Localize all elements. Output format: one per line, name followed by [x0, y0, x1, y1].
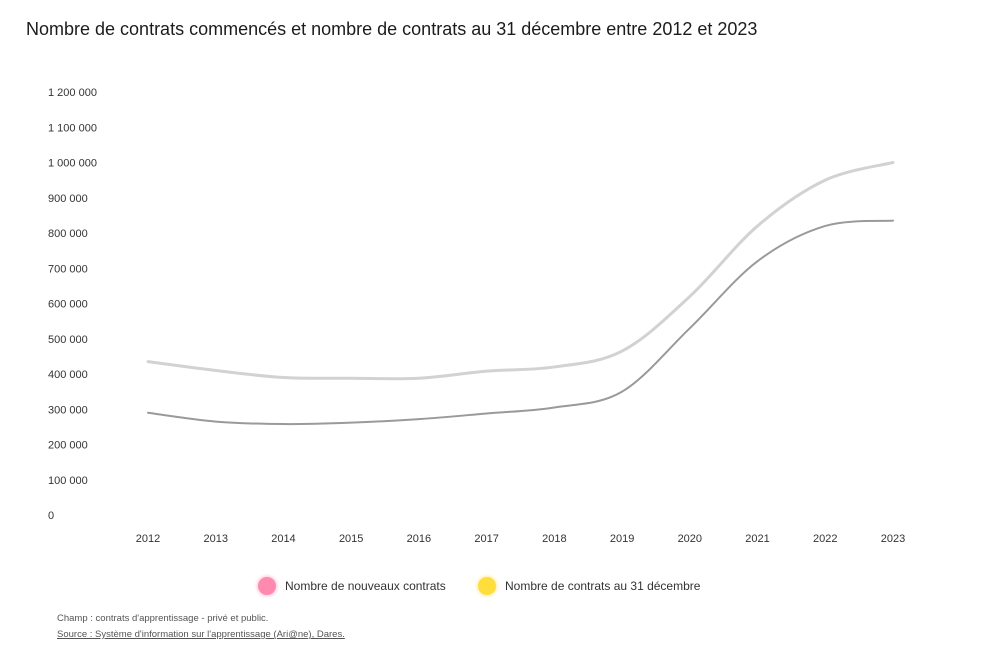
data-point[interactable] [820, 175, 830, 185]
y-tick-label: 1 000 000 [48, 158, 97, 170]
data-point[interactable] [888, 216, 898, 226]
y-tick-label: 700 000 [48, 263, 88, 275]
data-point[interactable] [143, 408, 153, 418]
data-point[interactable] [549, 362, 559, 372]
data-point[interactable] [346, 373, 356, 383]
x-axis: 2012 2013 2014 2015 2016 2017 2018 2019 2020 2021… [136, 533, 905, 545]
y-tick-label: 200 000 [48, 440, 88, 452]
y-tick-label: 400 000 [48, 369, 88, 381]
data-point[interactable] [143, 357, 153, 367]
legend-item-new-contracts[interactable]: Nombre de nouveaux contrats [258, 577, 446, 595]
y-tick-label: 1 100 000 [48, 122, 97, 134]
data-point[interactable] [549, 402, 559, 412]
data-point[interactable] [617, 346, 627, 356]
data-point[interactable] [346, 418, 356, 428]
note-source[interactable]: Source : Système d'information sur l'app… [57, 629, 345, 640]
data-point[interactable] [820, 221, 830, 231]
x-tick-label: 2014 [271, 533, 295, 545]
line-chart: 0 100 000 200 000 300 000 400 000 500 000 600 … [48, 87, 905, 545]
data-point[interactable] [211, 417, 221, 427]
x-tick-label: 2021 [745, 533, 769, 545]
x-tick-label: 2017 [474, 533, 498, 545]
legend-swatch-new-contracts [258, 577, 276, 595]
data-point[interactable] [414, 373, 424, 383]
x-tick-label: 2023 [881, 533, 905, 545]
x-tick-label: 2013 [203, 533, 227, 545]
x-tick-label: 2016 [407, 533, 431, 545]
data-point[interactable] [278, 419, 288, 429]
series-line-contracts-dec31[interactable] [146, 161, 895, 381]
series-line-new-contracts[interactable] [147, 219, 894, 426]
x-tick-label: 2019 [610, 533, 634, 545]
data-point[interactable] [278, 373, 288, 383]
legend: Nombre de nouveaux contrats Nombre de co… [0, 577, 983, 601]
chart-notes: Champ : contrats d'apprentissage - privé… [57, 611, 345, 643]
data-point[interactable] [617, 387, 627, 397]
series-group [143, 158, 898, 429]
data-point[interactable] [685, 323, 695, 333]
data-point[interactable] [753, 221, 763, 231]
data-point[interactable] [211, 365, 221, 375]
legend-label-new-contracts: Nombre de nouveaux contrats [285, 579, 446, 593]
x-tick-label: 2020 [678, 533, 702, 545]
x-tick-label: 2012 [136, 533, 160, 545]
y-tick-label: 100 000 [48, 475, 88, 487]
y-tick-label: 0 [48, 510, 54, 522]
data-point[interactable] [482, 366, 492, 376]
data-point[interactable] [685, 291, 695, 301]
data-point[interactable] [414, 414, 424, 424]
legend-swatch-contracts-dec31 [478, 577, 496, 595]
y-axis: 0 100 000 200 000 300 000 400 000 500 000 600 … [48, 87, 97, 522]
y-tick-label: 600 000 [48, 299, 88, 311]
data-point[interactable] [482, 408, 492, 418]
legend-item-contracts-dec31[interactable]: Nombre de contrats au 31 décembre [478, 577, 700, 595]
note-champ: Champ : contrats d'apprentissage - privé… [57, 613, 269, 624]
data-point[interactable] [753, 256, 763, 266]
x-tick-label: 2015 [339, 533, 363, 545]
legend-label-contracts-dec31: Nombre de contrats au 31 décembre [505, 579, 701, 593]
data-point[interactable] [888, 158, 898, 168]
y-tick-label: 900 000 [48, 193, 88, 205]
y-tick-label: 300 000 [48, 404, 88, 416]
y-tick-label: 800 000 [48, 228, 88, 240]
x-tick-label: 2022 [813, 533, 837, 545]
x-tick-label: 2018 [542, 533, 566, 545]
chart-title: Nombre de contrats commencés et nombre d… [26, 19, 758, 39]
y-tick-label: 500 000 [48, 334, 88, 346]
y-tick-label: 1 200 000 [48, 87, 97, 99]
